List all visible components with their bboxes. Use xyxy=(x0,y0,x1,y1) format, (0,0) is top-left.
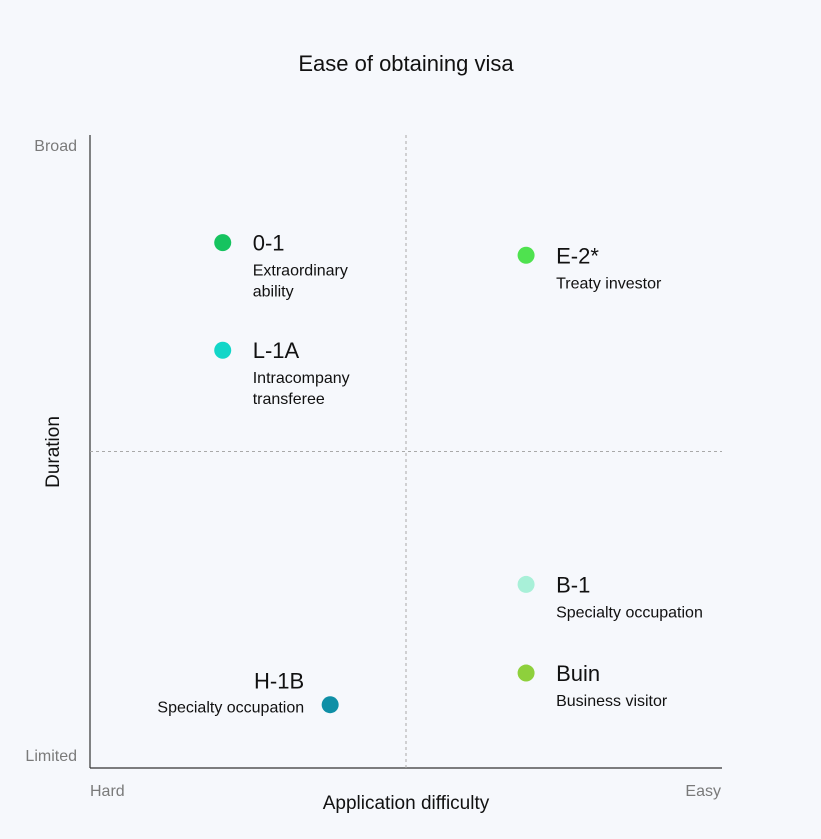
point-description-label: transferee xyxy=(253,391,325,408)
point-description-label: Extraordinary xyxy=(253,263,348,280)
chart-title: Ease of obtaining visa xyxy=(298,51,514,76)
data-point-marker xyxy=(517,664,535,682)
point-code-label: H-1B xyxy=(254,669,304,694)
data-points: 0-1 Extraordinary ability E-2* Treaty invest… xyxy=(157,231,702,717)
data-point-marker xyxy=(214,341,232,359)
point-code-label: L-1A xyxy=(253,338,300,363)
y-axis-title: Duration xyxy=(43,416,64,488)
data-point-group: B-1 Specialty occupation xyxy=(517,572,703,621)
point-description-label: Specialty occupation xyxy=(556,604,703,621)
point-code-label: 0-1 xyxy=(253,231,285,256)
data-point-group: 0-1 Extraordinary ability xyxy=(214,231,348,301)
point-code-label: B-1 xyxy=(556,572,590,597)
point-description-label: Specialty occupation xyxy=(157,700,304,717)
x-axis-max-label: Easy xyxy=(685,783,721,800)
data-point-marker xyxy=(321,696,339,714)
data-point-marker xyxy=(517,575,535,593)
data-point-marker xyxy=(214,234,232,252)
y-axis-min-label: Limited xyxy=(25,748,77,765)
point-code-label: Buin xyxy=(556,661,600,686)
data-point-group: L-1A Intracompany transferee xyxy=(214,338,350,408)
point-description-label: ability xyxy=(253,284,294,301)
x-axis-min-label: Hard xyxy=(90,783,125,800)
point-description-label: Intracompany xyxy=(253,370,350,387)
y-axis-max-label: Broad xyxy=(34,138,77,155)
point-description-label: Treaty investor xyxy=(556,275,662,292)
data-point-group: Buin Business visitor xyxy=(517,661,668,710)
point-description-label: Business visitor xyxy=(556,693,668,710)
data-point-marker xyxy=(517,246,535,264)
x-axis-title: Application difficulty xyxy=(323,793,490,814)
data-point-group: H-1B Specialty occupation xyxy=(157,669,339,717)
point-code-label: E-2* xyxy=(556,243,599,268)
data-point-group: E-2* Treaty investor xyxy=(517,243,662,292)
